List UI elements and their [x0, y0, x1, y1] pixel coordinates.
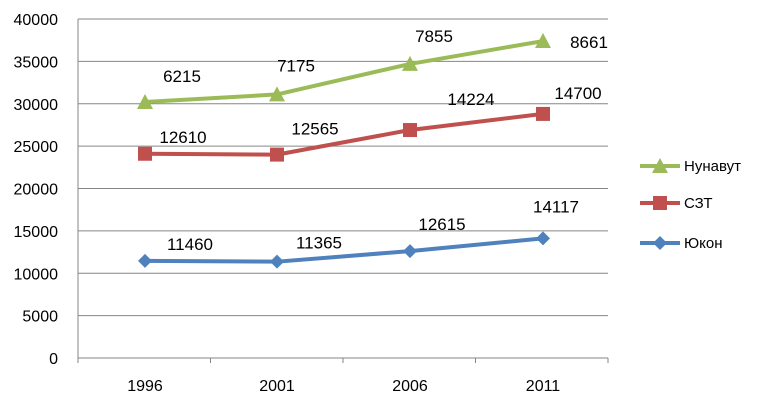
data-label: 14700: [554, 84, 601, 103]
data-label: 11365: [296, 234, 342, 253]
axes: [77, 19, 609, 363]
data-point: [403, 123, 417, 138]
data-label: 12565: [291, 120, 338, 139]
data-point: [536, 106, 550, 121]
square-marker-icon: [653, 196, 667, 210]
series-group: [137, 33, 551, 269]
y-tick-label: 0: [49, 351, 58, 368]
data-label: 6215: [163, 67, 201, 86]
legend-label: Нунавут: [684, 158, 741, 175]
y-tick-label: 15000: [14, 224, 59, 241]
x-tick-label: 2001: [259, 378, 295, 395]
x-tick-label: 2011: [526, 378, 561, 395]
data-label: 11460: [167, 235, 213, 254]
y-tick-label: 30000: [14, 97, 59, 114]
triangle-marker-icon: [652, 158, 668, 173]
data-point: [270, 254, 284, 269]
y-tick-label: 35000: [14, 54, 59, 71]
y-tick-label: 5000: [22, 309, 58, 326]
series-line-0: [144, 39, 544, 105]
data-point: [403, 244, 417, 259]
data-point: [269, 86, 285, 102]
data-label: 14117: [533, 197, 579, 216]
y-tick-label: 25000: [14, 139, 59, 156]
legend-label: Юкон: [684, 235, 723, 252]
y-tick-label: 40000: [14, 12, 59, 29]
y-tick-label: 10000: [14, 266, 59, 283]
data-labels: 6215 7175 7855 8661 12610 12565 14224 14700 1146…: [159, 27, 608, 254]
y-tick-label: 20000: [14, 182, 59, 199]
diamond-marker-icon: [653, 236, 667, 250]
legend-label: СЗТ: [684, 195, 713, 212]
x-tick-labels: 1996 2001 2006 2011: [127, 378, 560, 395]
y-tick-labels: 0 5000 10000 15000 20000 25000 30000 35000 40000: [14, 12, 59, 368]
data-point: [270, 147, 284, 162]
legend: Нунавут СЗТ Юкон: [640, 158, 741, 252]
data-point: [536, 231, 550, 246]
data-label: 7175: [277, 56, 315, 75]
gridlines: [78, 18, 608, 317]
data-label: 14224: [447, 90, 494, 109]
data-label: 12610: [159, 128, 206, 147]
series-line-1: [144, 111, 544, 157]
x-tick-label: 2006: [392, 378, 428, 395]
data-label: 7855: [415, 27, 453, 46]
x-tick-label: 1996: [127, 378, 163, 395]
data-point: [402, 55, 418, 71]
data-point: [138, 253, 152, 268]
data-point: [137, 94, 153, 110]
data-point: [138, 146, 152, 161]
series-line-2: [144, 236, 544, 264]
data-label: 8661: [570, 33, 608, 52]
data-label: 12615: [418, 215, 465, 234]
data-point: [535, 33, 551, 49]
